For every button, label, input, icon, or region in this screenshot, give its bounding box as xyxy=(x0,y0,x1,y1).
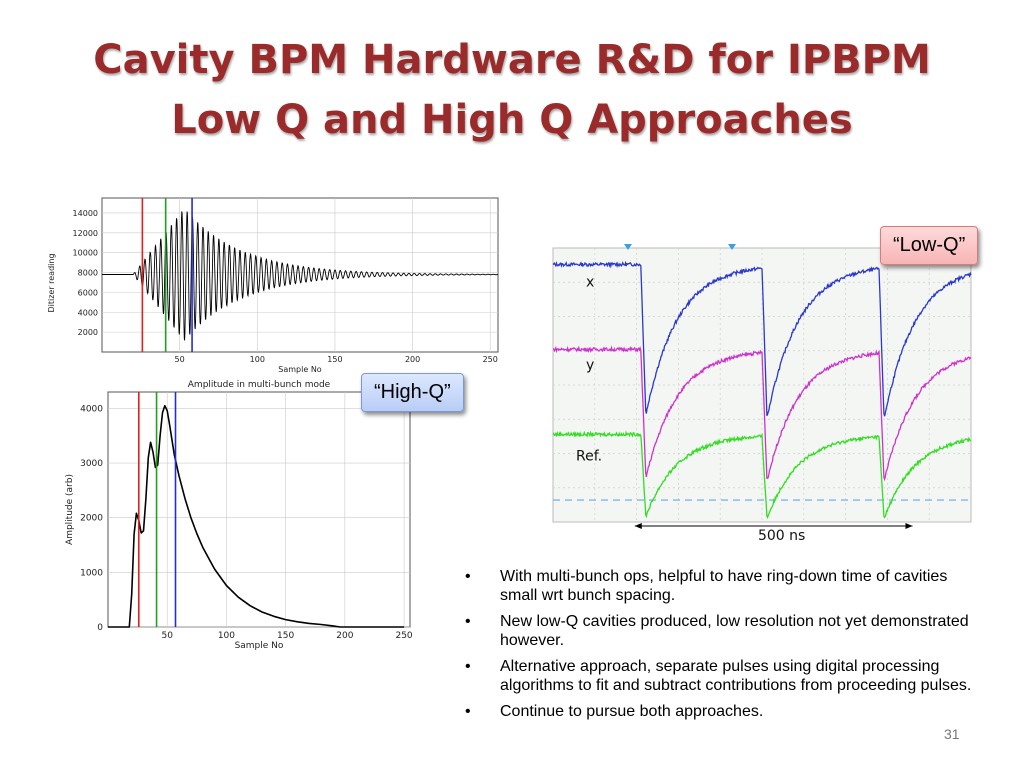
x-tick-label: 50 xyxy=(161,631,173,641)
y-tick-label: 4000 xyxy=(80,404,103,414)
bullet-item: Continue to pursue both approaches. xyxy=(465,702,985,721)
trace-label: x xyxy=(586,274,594,290)
x-tick-label: 50 xyxy=(175,355,185,364)
trace-line xyxy=(552,260,972,417)
trigger-marker-icon xyxy=(728,244,736,250)
y-tick-label: 4000 xyxy=(78,308,98,317)
y-tick-label: 1000 xyxy=(80,568,103,578)
y-tick-label: 8000 xyxy=(78,269,98,278)
x-tick-label: 250 xyxy=(483,355,498,364)
oscilloscope-traces: x y Ref. 500 ns xyxy=(552,244,972,544)
arrow-head-left-icon xyxy=(634,523,642,529)
amplitude-line xyxy=(108,404,405,628)
y-axis-label: Amplitude (arb) xyxy=(65,474,75,545)
y-tick-label: 12000 xyxy=(73,229,98,238)
bullet-item: With multi-bunch ops, helpful to have ri… xyxy=(465,567,985,605)
x-axis-label: Sample No xyxy=(235,641,284,650)
amplitude-chart: Amplitude in multi-bunch mode 50 100 150 200… xyxy=(65,380,413,650)
slide-title: Cavity BPM Hardware R&D for IPBPM Low Q … xyxy=(0,30,1024,150)
y-tick-label: 14000 xyxy=(73,209,98,218)
y-tick-label: 6000 xyxy=(78,288,98,297)
trace-line xyxy=(552,430,972,519)
low-q-callout: “Low-Q” xyxy=(880,226,979,265)
x-tick-label: 100 xyxy=(250,355,265,364)
trace-label: Ref. xyxy=(576,448,602,464)
bullet-list: With multi-bunch ops, helpful to have ri… xyxy=(465,567,985,728)
y-tick-label: 3000 xyxy=(80,459,103,469)
y-tick-label: 0 xyxy=(97,623,103,633)
high-q-callout: “High-Q” xyxy=(361,373,464,412)
chart-title: Amplitude in multi-bunch mode xyxy=(188,380,331,390)
trace-line xyxy=(552,345,972,482)
page-number: 31 xyxy=(944,726,960,742)
x-tick-label: 150 xyxy=(327,355,342,364)
y-tick-label: 10000 xyxy=(73,249,98,258)
x-tick-label: 250 xyxy=(395,631,412,641)
x-axis-label: Sample No xyxy=(278,365,322,374)
y-tick-label: 2000 xyxy=(80,514,103,524)
trigger-marker-icon xyxy=(624,244,632,250)
x-tick-label: 200 xyxy=(336,631,353,641)
bullet-item: Alternative approach, separate pulses us… xyxy=(465,657,985,695)
time-span-label: 500 ns xyxy=(758,528,805,544)
y-tick-label: 2000 xyxy=(78,328,98,337)
bullet-item: New low-Q cavities produced, low resolut… xyxy=(465,612,985,650)
x-tick-label: 150 xyxy=(277,631,294,641)
trace-label: y xyxy=(586,357,594,373)
waveform-line xyxy=(102,211,499,341)
x-tick-label: 200 xyxy=(405,355,420,364)
digitizer-reading-chart: 50 100 150 200 250 2000 4000 6000 8000 10000 12000… xyxy=(47,197,499,374)
x-tick-label: 100 xyxy=(218,631,235,641)
title-line-2: Low Q and High Q Approaches xyxy=(171,97,853,143)
y-axis-label: Ditizer reading xyxy=(47,253,56,312)
plot-frame xyxy=(107,391,411,628)
title-line-1: Cavity BPM Hardware R&D for IPBPM xyxy=(93,37,931,83)
arrow-head-right-icon xyxy=(905,523,913,529)
